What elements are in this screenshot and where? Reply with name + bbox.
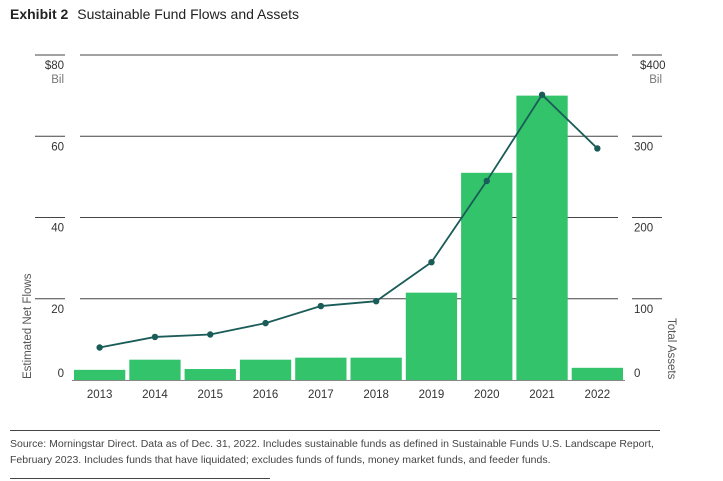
left-tick-label: $80 <box>45 60 64 72</box>
left-axis-unit: Bil <box>51 74 64 86</box>
asset-point-2014 <box>151 333 159 341</box>
asset-point-2015 <box>207 331 214 338</box>
right-tick-label: 300 <box>634 141 653 153</box>
exhibit-title: Sustainable Fund Flows and Assets <box>77 6 300 22</box>
x-tick-label: 2017 <box>308 389 334 401</box>
bar-2021 <box>516 95 568 380</box>
left-tick-label: 20 <box>51 304 64 316</box>
asset-point-2018 <box>372 297 380 305</box>
total-assets-line <box>99 93 598 349</box>
bar-2015 <box>184 369 236 380</box>
x-tick-label: 2018 <box>363 389 389 401</box>
right-tick-label: 100 <box>634 304 653 316</box>
bar-2019 <box>405 292 458 380</box>
chart-title: Exhibit 2 Sustainable Fund Flows and Ass… <box>10 6 299 22</box>
axes: 2013 2014 2015 2016 2017 2018 2019 2020 2021 2022… <box>22 60 677 401</box>
x-tick-label: 2019 <box>419 389 445 401</box>
asset-point-2020 <box>483 177 490 185</box>
x-tick-label: 2014 <box>142 389 168 401</box>
x-tick-label: 2015 <box>197 389 223 401</box>
x-tick-label: 2020 <box>474 389 500 401</box>
source-divider-bottom <box>10 478 270 479</box>
bars <box>74 95 623 380</box>
source-divider <box>10 430 660 431</box>
asset-point-2022 <box>594 145 601 152</box>
asset-point-2013 <box>96 344 103 351</box>
exhibit-label: Exhibit 2 <box>10 6 69 22</box>
x-tick-label: 2021 <box>529 389 555 401</box>
asset-point-2021 <box>538 91 546 99</box>
source-note: Source: Morningstar Direct. Data as of D… <box>10 438 654 466</box>
left-axis-title: Estimated Net Flows <box>22 273 34 379</box>
bar-2016 <box>239 359 292 380</box>
x-tick-label: 2016 <box>253 389 279 401</box>
asset-point-2016 <box>262 319 269 327</box>
right-axis-title: Total Assets <box>665 318 677 380</box>
assets-line <box>96 91 601 351</box>
bar-2020 <box>461 172 513 380</box>
x-tick-label: 2013 <box>87 389 113 401</box>
left-tick-label: 0 <box>58 368 64 380</box>
x-tick-label: 2022 <box>585 389 611 401</box>
right-tick-label: 200 <box>634 223 653 235</box>
chart: 2013 2014 2015 2016 2017 2018 2019 2020 2021 2022… <box>22 54 677 401</box>
gridlines <box>35 54 662 381</box>
bar-2014 <box>129 359 181 380</box>
asset-point-2019 <box>428 258 435 266</box>
right-axis-unit: Bil <box>649 74 662 86</box>
left-tick-label: 40 <box>51 223 64 235</box>
asset-point-2017 <box>317 302 325 310</box>
bar-2018 <box>350 357 402 380</box>
right-tick-label: 0 <box>634 368 640 380</box>
bar-2013 <box>74 369 126 380</box>
right-tick-label: $400 <box>640 60 666 72</box>
left-tick-label: 60 <box>51 141 64 153</box>
bar-2022 <box>571 367 623 380</box>
bar-2017 <box>295 357 347 380</box>
